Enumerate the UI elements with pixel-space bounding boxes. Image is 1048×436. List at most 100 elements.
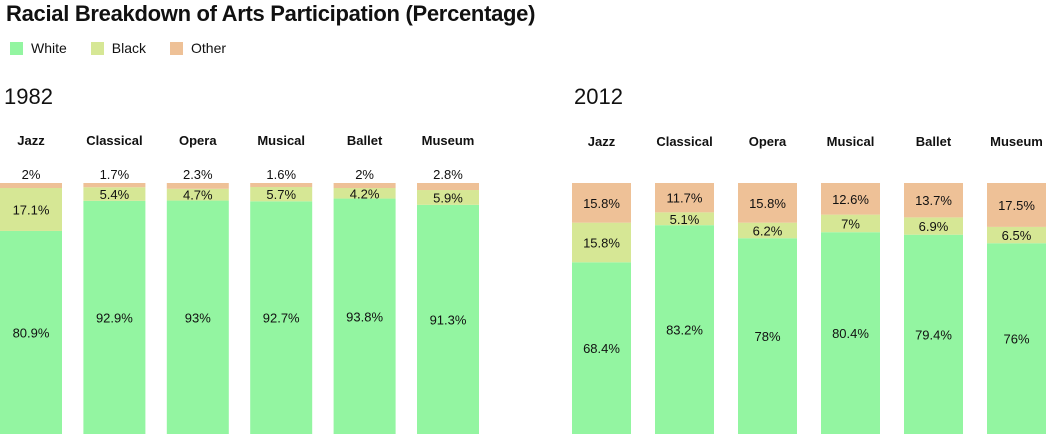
bar-segment-other-2012-musical [821,183,880,215]
bar-segment-other-2012-opera [738,183,797,223]
category-label-1982-jazz: Jazz [17,133,45,148]
category-label-1982-musical: Musical [257,133,305,148]
bar-segment-black-1982-classical [83,187,146,201]
bar-group-2012-museum: Museum 76% 6.5% 17.5% [987,134,1046,434]
data-label-other-1982-museum: 2.8% [433,167,463,182]
bar-segment-other-1982-classical [83,183,146,188]
data-label-white-2012-museum: 76% [1003,332,1029,347]
data-label-white-2012-ballet: 79.4% [915,327,952,342]
bar-group-1982-jazz: Jazz 80.9% 17.1% 2% [0,133,62,434]
data-label-black-2012-classical: 5.1% [670,212,700,227]
data-label-black-2012-museum: 6.5% [1002,228,1032,243]
legend-item-white: White [10,40,67,56]
data-label-other-2012-ballet: 13.7% [915,193,952,208]
panel-title-1982: 1982 [4,84,53,109]
bar-group-2012-jazz: Jazz 68.4% 15.8% 15.8% [572,134,631,434]
data-label-other-2012-musical: 12.6% [832,192,869,207]
data-label-other-2012-classical: 11.7% [667,191,703,206]
bar-segment-other-1982-museum [417,183,479,191]
bar-segment-white-1982-ballet [333,198,396,434]
data-label-black-2012-opera: 6.2% [753,223,783,238]
data-label-white-1982-classical: 92.9% [96,310,133,325]
legend-item-other: Other [170,40,226,56]
data-label-other-2012-jazz: 15.8% [583,196,620,211]
category-label-1982-ballet: Ballet [347,133,383,148]
legend: White Black Other [10,40,250,56]
category-label-2012-opera: Opera [749,134,787,149]
bar-segment-black-2012-ballet [904,217,963,235]
bar-segment-black-1982-opera [166,188,229,201]
category-label-1982-museum: Museum [422,133,475,148]
bar-segment-white-2012-museum [987,243,1046,434]
bar-segment-black-1982-jazz [0,188,62,231]
bar-segment-white-1982-classical [83,200,146,434]
bar-segment-white-2012-ballet [904,234,963,434]
bar-group-1982-musical: Musical 92.7% 5.7% 1.6% [250,133,313,434]
category-label-2012-museum: Museum [990,134,1043,149]
legend-swatch-other [170,41,184,55]
bar-segment-black-2012-museum [987,226,1046,244]
bar-group-1982-opera: Opera 93% 4.7% 2.3% [166,133,229,434]
panel-title-2012: 2012 [574,84,623,109]
data-label-white-2012-musical: 80.4% [832,326,869,341]
bar-group-2012-classical: Classical 83.2% 5.1% 11.7% [655,134,714,434]
data-label-other-1982-ballet: 2% [355,167,374,182]
bar-group-1982-ballet: Ballet 93.8% 4.2% 2% [333,133,396,434]
bar-segment-black-2012-jazz [572,222,631,263]
data-label-white-1982-musical: 92.7% [263,311,300,326]
data-label-black-1982-museum: 5.9% [433,190,463,205]
data-label-other-2012-opera: 15.8% [749,196,786,211]
bar-segment-other-1982-ballet [333,183,396,189]
data-label-white-2012-jazz: 68.4% [583,341,620,356]
category-label-2012-ballet: Ballet [916,134,952,149]
bar-segment-black-2012-classical [655,212,714,226]
bar-segment-white-2012-classical [655,225,714,434]
bar-segment-white-1982-museum [417,204,479,434]
category-label-2012-jazz: Jazz [588,134,616,149]
data-label-black-2012-ballet: 6.9% [919,219,949,234]
bar-segment-black-1982-museum [417,190,479,205]
category-label-1982-classical: Classical [86,133,142,148]
bar-segment-white-2012-musical [821,232,880,434]
bar-segment-white-1982-opera [166,200,229,434]
bar-segment-other-2012-museum [987,183,1046,227]
bar-segment-white-1982-jazz [0,230,62,434]
bar-group-2012-ballet: Ballet 79.4% 6.9% 13.7% [904,134,963,434]
category-label-2012-musical: Musical [827,134,875,149]
bar-segment-other-1982-jazz [0,183,62,189]
data-label-other-1982-opera: 2.3% [183,167,213,182]
data-label-black-1982-jazz: 17.1% [13,202,50,217]
data-label-white-1982-museum: 91.3% [430,312,467,327]
data-label-other-1982-jazz: 2% [22,167,41,182]
legend-item-black: Black [90,40,146,56]
data-label-black-2012-musical: 7% [841,216,860,231]
data-label-white-1982-opera: 93% [185,310,211,325]
bar-group-1982-museum: Museum 91.3% 5.9% 2.8% [417,133,479,434]
data-label-white-1982-ballet: 93.8% [346,309,383,324]
data-label-black-1982-classical: 5.4% [100,187,130,202]
data-label-white-1982-jazz: 80.9% [13,325,50,340]
legend-swatch-white [10,41,23,55]
data-label-black-1982-opera: 4.7% [183,188,213,203]
bar-segment-black-2012-opera [738,222,797,239]
legend-label-white: White [31,40,67,56]
bar-segment-other-2012-jazz [572,183,631,223]
bar-group-1982-classical: Classical 92.9% 5.4% 1.7% [83,133,146,434]
data-label-black-2012-jazz: 15.8% [583,235,620,250]
data-label-black-1982-ballet: 4.2% [350,186,380,201]
bar-segment-other-2012-ballet [904,183,963,218]
data-label-other-1982-classical: 1.7% [100,167,130,182]
data-label-other-1982-musical: 1.6% [266,167,296,182]
bar-segment-white-2012-opera [738,238,797,434]
data-label-other-2012-museum: 17.5% [998,198,1035,213]
data-label-white-2012-classical: 83.2% [666,323,703,338]
bar-segment-other-1982-opera [166,183,229,189]
bar-segment-other-2012-classical [655,183,714,213]
bar-segment-black-1982-musical [250,187,313,202]
category-label-1982-opera: Opera [179,133,217,148]
bar-group-2012-opera: Opera 78% 6.2% 15.8% [738,134,797,434]
data-label-black-1982-musical: 5.7% [266,187,296,202]
bar-segment-black-2012-musical [821,214,880,233]
bar-segment-black-1982-ballet [333,188,396,199]
